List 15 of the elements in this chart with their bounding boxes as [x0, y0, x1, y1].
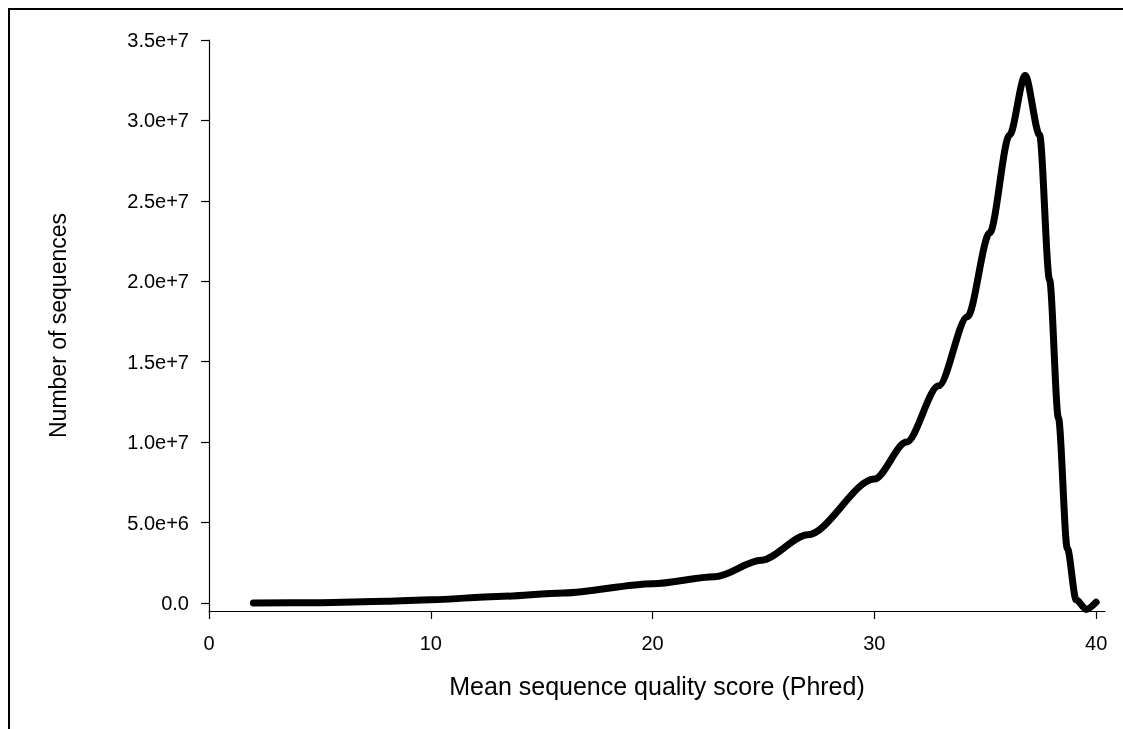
y-tick-label: 5.0e+6: [127, 511, 189, 534]
y-axis-title: Number of sequences: [44, 212, 71, 439]
x-tick-label: 40: [1085, 632, 1108, 654]
y-tick-label: 2.5e+7: [127, 189, 189, 212]
y-tick-label: 2.0e+7: [127, 270, 189, 293]
y-tick-label: 1.0e+7: [127, 431, 189, 454]
x-axis-title: Mean sequence quality score (Phred): [449, 671, 865, 700]
x-tick-label: 10: [419, 632, 442, 654]
y-tick-label: 1.5e+7: [127, 350, 189, 373]
y-tick-label: 3.0e+7: [127, 109, 189, 132]
x-tick-label: 30: [863, 632, 886, 654]
y-tick-label: 3.5e+7: [127, 29, 189, 51]
x-tick-label: 0: [203, 632, 215, 654]
x-tick-label: 20: [641, 632, 664, 654]
y-tick-label: 0.0: [161, 591, 189, 614]
